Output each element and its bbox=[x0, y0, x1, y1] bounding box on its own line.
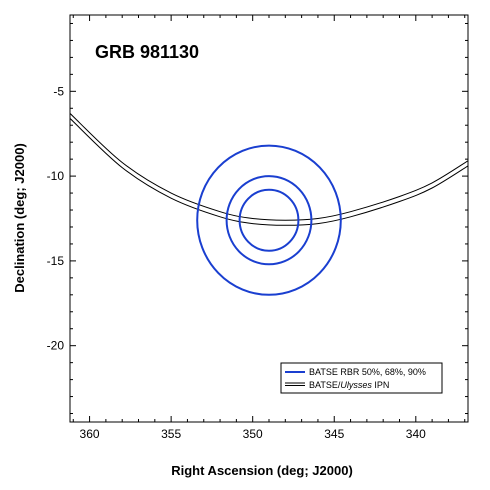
legend-label-ipn-prefix: BATSE/ bbox=[309, 380, 341, 390]
legend: BATSE RBR 50%, 68%, 90% BATSE/Ulysses IP… bbox=[280, 362, 443, 394]
x-tick-label: 350 bbox=[243, 427, 263, 441]
ipn-annulus-line-2 bbox=[70, 118, 468, 226]
tick-labels: 360 355 350 345 340 -5 -10 -15 -20 bbox=[47, 84, 426, 441]
y-tick-label: -10 bbox=[47, 169, 65, 183]
x-tick-label: 345 bbox=[324, 427, 344, 441]
data-layer bbox=[70, 113, 468, 296]
plot-area bbox=[69, 14, 469, 423]
ipn-annulus-line-1 bbox=[70, 113, 468, 221]
legend-label-ipn-ulysses: Ulysses bbox=[340, 380, 372, 390]
legend-label-ipn-suffix: IPN bbox=[372, 380, 390, 390]
x-tick-label: 360 bbox=[80, 427, 100, 441]
y-tick-label: -15 bbox=[47, 254, 65, 268]
ticks-layer bbox=[70, 15, 468, 422]
chart-title: GRB 981130 bbox=[95, 42, 199, 62]
legend-label-batse-rbr: BATSE RBR 50%, 68%, 90% bbox=[309, 367, 426, 377]
legend-label-ipn: BATSE/Ulysses IPN bbox=[309, 380, 389, 390]
legend-box bbox=[280, 362, 443, 394]
batse-circle-90pct bbox=[196, 144, 342, 296]
y-axis-title: Declination (deg; J2000) bbox=[12, 143, 27, 293]
batse-circle-68pct bbox=[225, 175, 313, 266]
x-axis-title: Right Ascension (deg; J2000) bbox=[171, 463, 353, 478]
batse-circle-50pct bbox=[238, 188, 300, 252]
x-tick-label: 355 bbox=[161, 427, 181, 441]
x-tick-label: 340 bbox=[406, 427, 426, 441]
y-tick-label: -20 bbox=[47, 339, 65, 353]
plot-frame bbox=[69, 14, 469, 423]
y-tick-label: -5 bbox=[53, 84, 64, 98]
